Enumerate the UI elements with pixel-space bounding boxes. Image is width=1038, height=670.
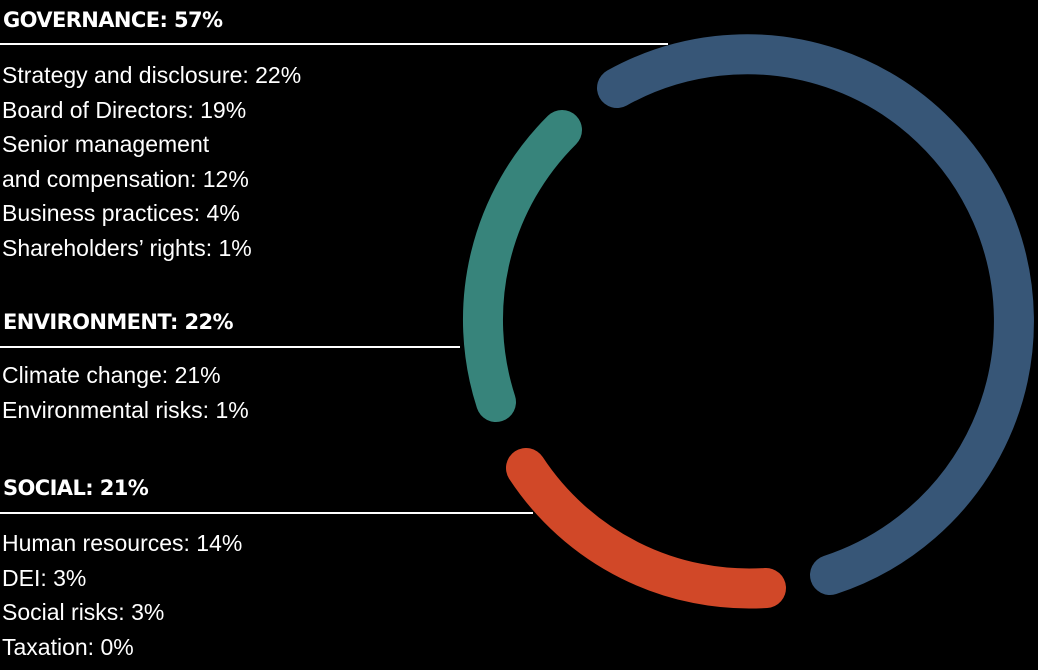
social-heading: SOCIAL: 21% [3,476,149,500]
environment-heading: ENVIRONMENT: 22% [3,310,234,334]
social-arc [506,448,786,609]
governance-arc [597,34,1034,595]
environment-arc [462,110,582,422]
legend-item: Human resources: 14% [2,530,243,556]
governance-divider [0,43,668,45]
legend-environment: ENVIRONMENT: 22% [0,309,234,335]
legend-item: and compensation: 12% [2,165,249,192]
governance-heading: GOVERNANCE: 57% [3,8,223,32]
environment-divider [0,346,460,348]
legend-item: Board of Directors: 19% [2,96,247,123]
governance-items: Strategy and disclosure: 22% Board of Di… [2,58,301,265]
legend-item: Senior management [2,131,210,157]
legend-item: Business practices: 4% [2,200,240,226]
legend-social: SOCIAL: 21% [0,475,149,501]
legend-item: Strategy and disclosure: 22% [2,62,302,88]
legend-item: Taxation: 0% [2,633,134,660]
social-items: Human resources: 14% DEI: 3% Social risk… [2,526,242,664]
environment-items: Climate change: 21% Environmental risks:… [2,358,249,427]
legend-item: Environmental risks: 1% [2,396,249,423]
social-divider [0,512,533,514]
legend-item: Climate change: 21% [2,362,221,388]
legend-item: DEI: 3% [2,564,87,591]
legend-item: Shareholders’ rights: 1% [2,234,252,261]
legend-governance: GOVERNANCE: 57% [0,7,223,33]
legend-item: Social risks: 3% [2,599,165,625]
